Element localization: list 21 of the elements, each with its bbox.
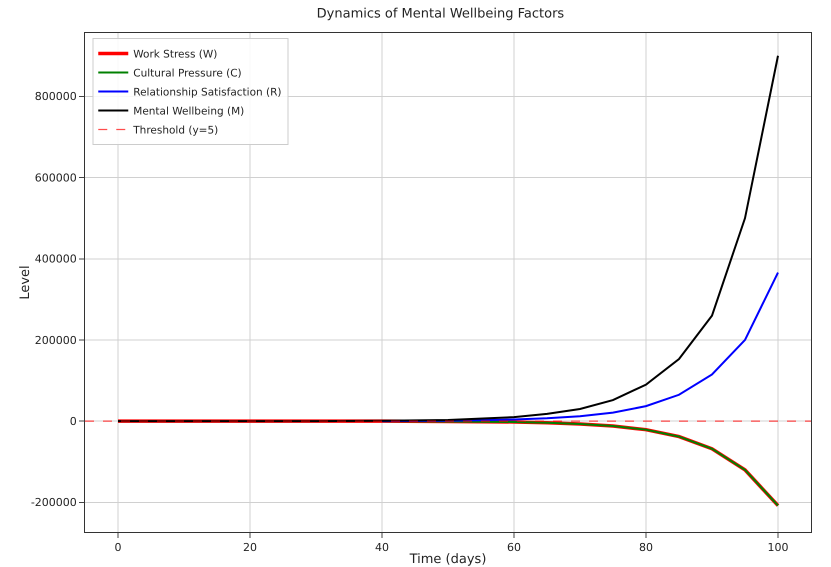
legend-label: Cultural Pressure (C) — [133, 68, 242, 80]
x-tick-label: 0 — [114, 541, 122, 554]
x-tick-label: 100 — [768, 541, 788, 554]
x-tick-label: 40 — [375, 541, 389, 554]
y-tick-label: 600000 — [34, 171, 77, 184]
legend-label: Mental Wellbeing (M) — [133, 106, 244, 118]
x-tick-label: 60 — [507, 541, 521, 554]
y-tick-label: -200000 — [30, 496, 77, 510]
y-tick-label: 0 — [70, 415, 77, 428]
y-tick-label: 800000 — [34, 90, 77, 104]
line-series — [381, 272, 779, 422]
x-tick-label: 80 — [639, 541, 653, 554]
y-tick-label: 200000 — [34, 334, 77, 347]
legend-label: Work Stress (W) — [133, 48, 218, 61]
legend-label: Relationship Satisfaction (R) — [133, 86, 282, 99]
y-axis-title: Level — [18, 265, 33, 300]
legend-label: Threshold (y=5) — [132, 124, 218, 137]
chart-title: Dynamics of Mental Wellbeing Factors — [316, 6, 564, 22]
x-tick-label: 20 — [243, 541, 257, 554]
y-tick-label: 400000 — [34, 252, 77, 266]
x-axis-title: Time (days) — [408, 552, 486, 567]
